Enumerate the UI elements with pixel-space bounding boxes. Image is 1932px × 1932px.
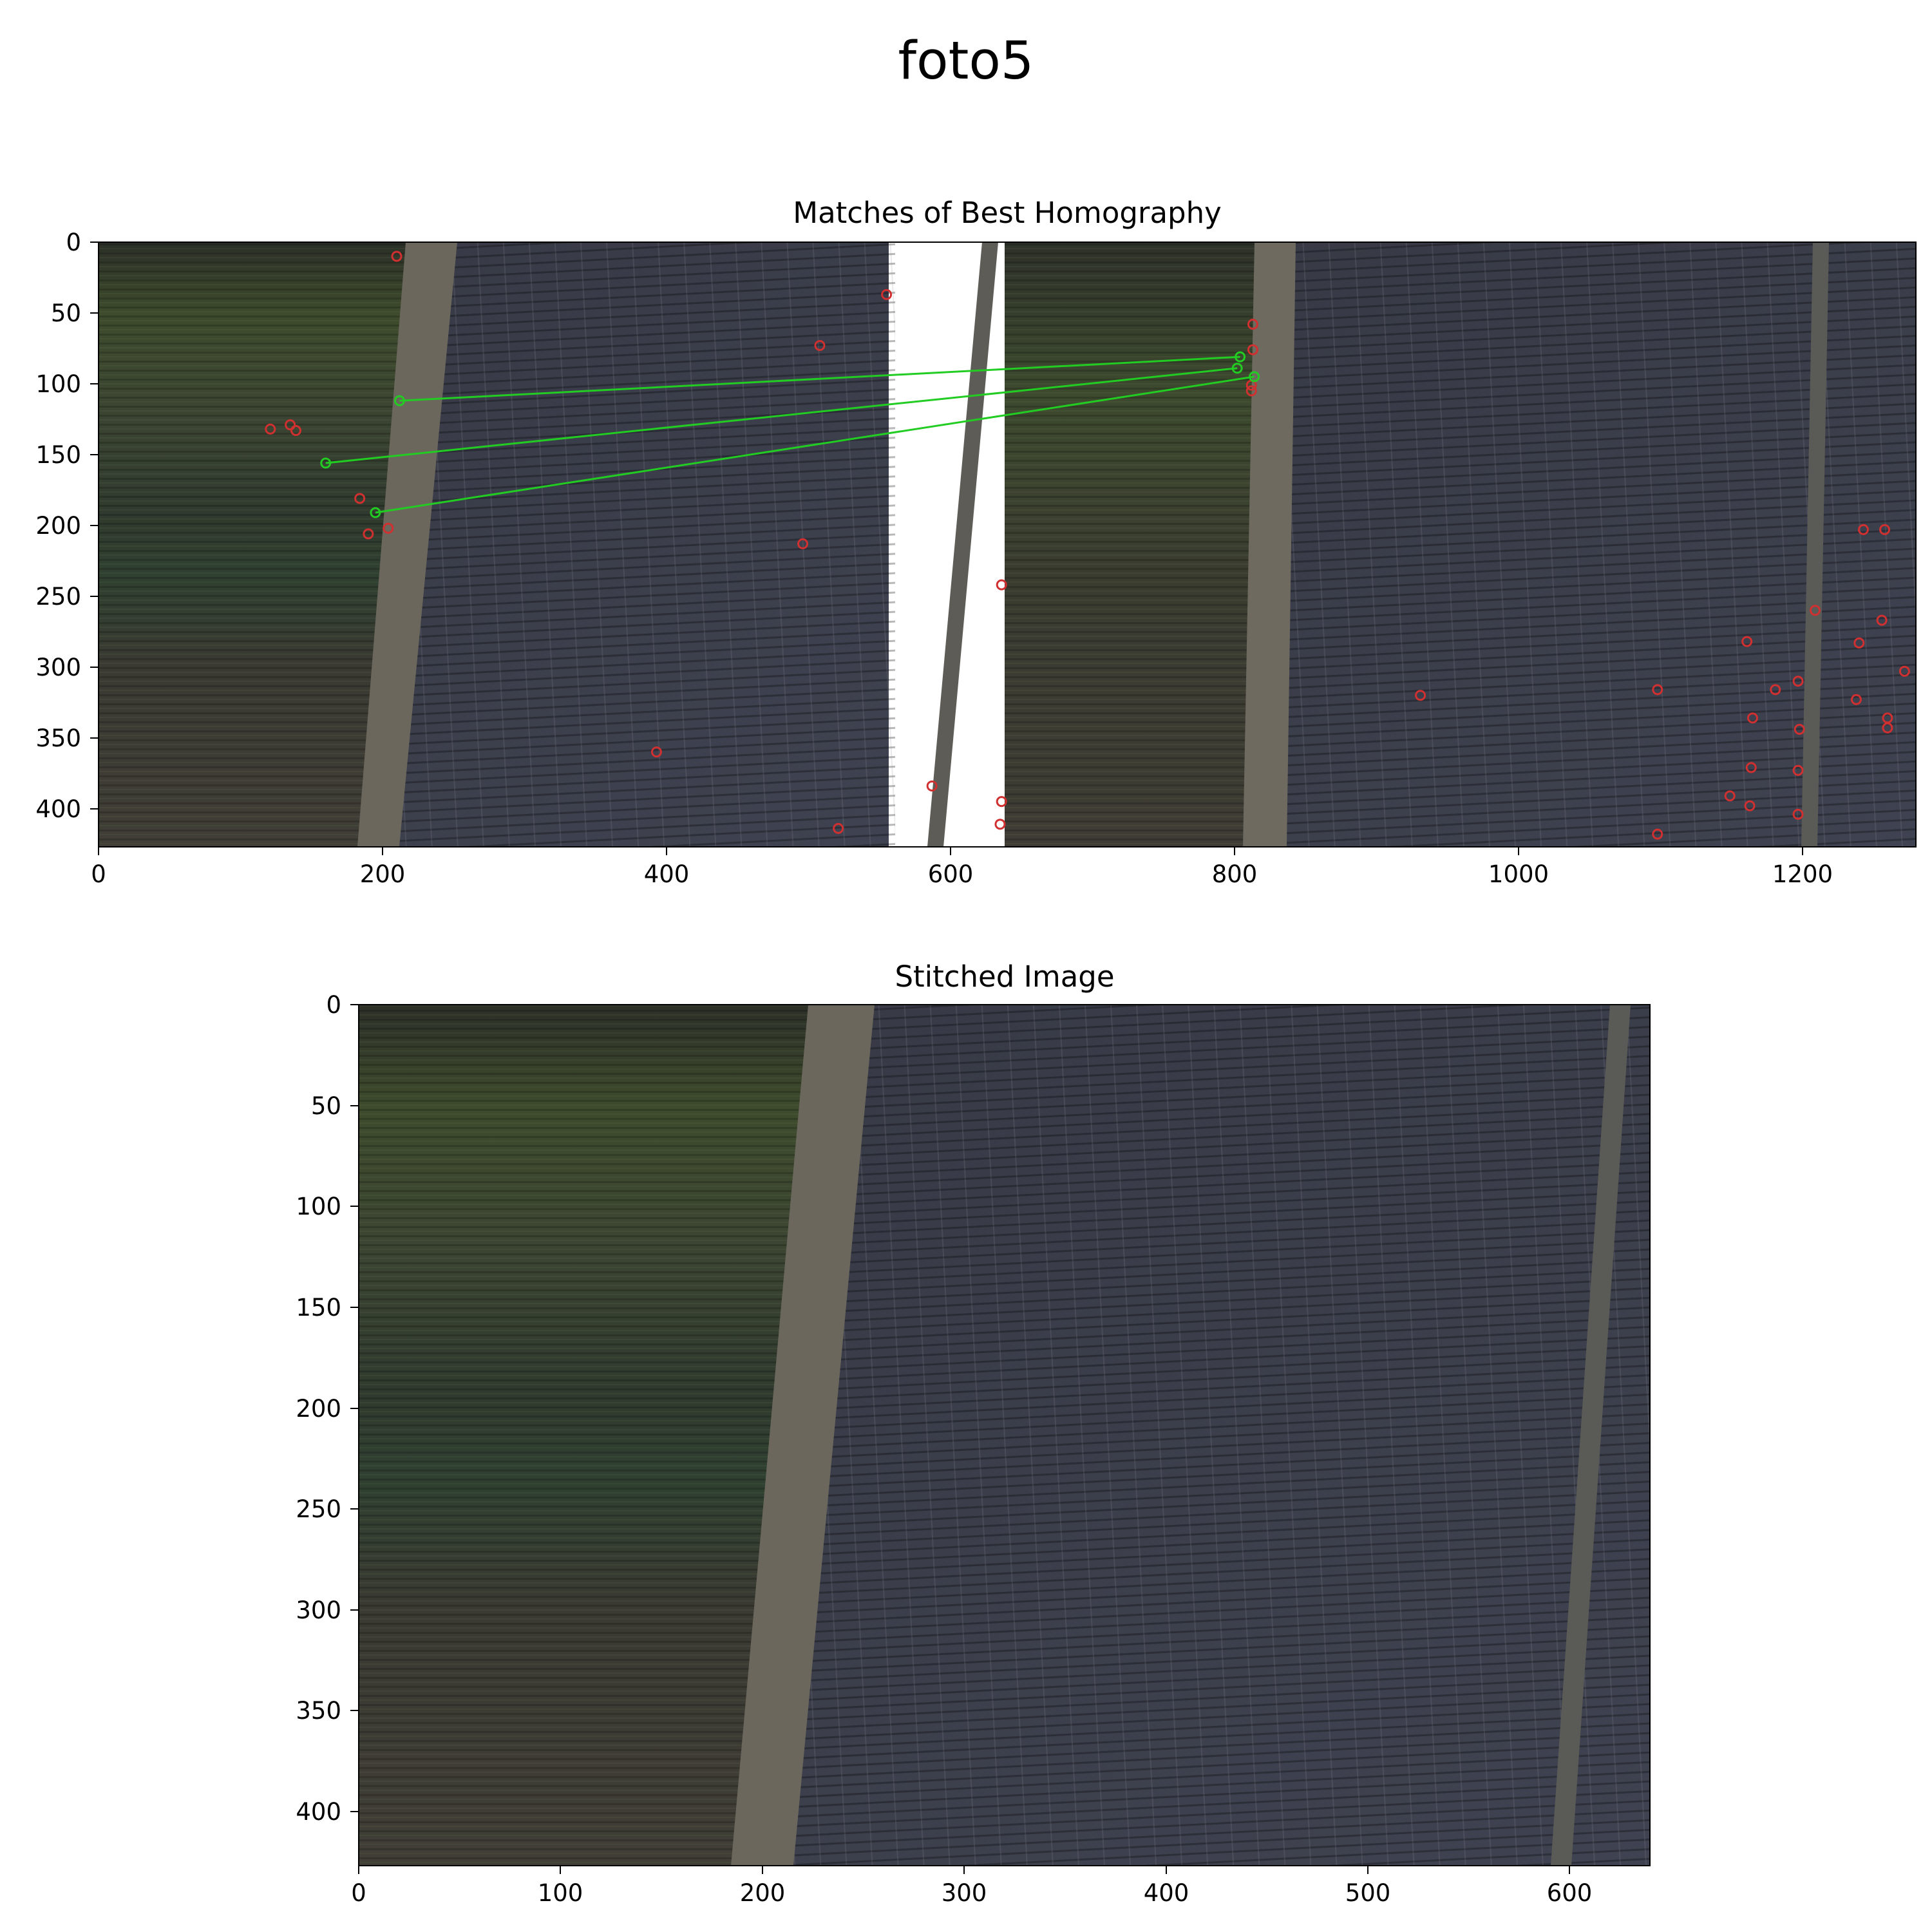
axes-matches: Matches of Best Homography: [35, 196, 1917, 888]
stitched-photo: [359, 1005, 1650, 1866]
outlier-keypoint: [1770, 684, 1781, 696]
inlier-keypoint: [320, 457, 332, 469]
inlier-keypoint: [393, 395, 405, 406]
x-axis-stitched: [358, 1866, 1570, 1874]
outlier-keypoint: [1853, 637, 1865, 649]
y-tick-label: 150: [296, 1294, 341, 1321]
outlier-keypoint: [1882, 722, 1893, 734]
outlier-keypoint: [1247, 344, 1258, 355]
axes-stitched: Stitched Image 0 100 200 300 400 500 600: [296, 960, 1651, 1907]
outlier-keypoint: [1652, 684, 1663, 696]
outlier-keypoint: [1850, 694, 1862, 705]
outlier-keypoint: [1741, 636, 1753, 647]
x-tick-label: 600: [928, 860, 974, 888]
outlier-keypoint: [994, 819, 1006, 830]
y-tick-label: 150: [35, 441, 81, 469]
outlier-keypoint: [1792, 676, 1804, 687]
axes-title-stitched: Stitched Image: [895, 960, 1114, 994]
outlier-keypoint: [996, 579, 1007, 591]
inlier-match-line: [399, 355, 1240, 402]
outlier-keypoint: [797, 538, 809, 549]
outlier-keypoint: [1809, 605, 1821, 616]
y-tick-label: 300: [296, 1596, 341, 1624]
outlier-keypoint: [1245, 385, 1257, 397]
outlier-keypoint: [650, 746, 662, 758]
y-tick-label: 200: [296, 1395, 341, 1423]
inlier-keypoint: [370, 507, 381, 518]
x-tick-label: 200: [360, 860, 406, 888]
outlier-keypoint: [265, 423, 276, 435]
x-axis-matches: [98, 847, 1803, 855]
figure-title: foto5: [898, 31, 1034, 91]
y-axis-matches: [90, 242, 99, 810]
y-tick-label: 0: [326, 991, 341, 1019]
outlier-keypoint: [285, 419, 296, 431]
y-tick-label: 300: [35, 654, 81, 681]
y-tick-label: 0: [66, 229, 81, 256]
matches-background-photo: [99, 242, 1916, 847]
x-tick-label: 400: [644, 860, 690, 888]
outlier-keypoint: [1744, 800, 1756, 811]
outlier-keypoint: [1794, 723, 1805, 735]
y-tick-label: 250: [296, 1495, 341, 1523]
y-tick-label: 350: [296, 1697, 341, 1725]
x-tick-label: 400: [1144, 1879, 1189, 1907]
outlier-keypoint: [1792, 808, 1804, 820]
outlier-keypoint: [1724, 790, 1736, 802]
outlier-keypoint: [926, 780, 938, 791]
y-tick-label: 200: [35, 512, 81, 540]
outlier-keypoint: [383, 522, 394, 534]
inlier-match-line: [375, 375, 1255, 514]
outlier-keypoint: [1876, 614, 1888, 626]
x-tick-label: 500: [1345, 1879, 1391, 1907]
x-tick-label: 0: [91, 860, 106, 888]
outlier-keypoint: [1879, 524, 1890, 535]
x-tick-label: 100: [538, 1879, 583, 1907]
inlier-match-line: [325, 367, 1238, 464]
outlier-keypoint: [1745, 762, 1757, 773]
outlier-keypoint: [290, 424, 301, 436]
x-tick-label: 1200: [1772, 860, 1833, 888]
x-tick-label: 200: [740, 1879, 786, 1907]
inlier-keypoint: [1231, 363, 1243, 374]
outlier-keypoint: [1792, 764, 1804, 776]
y-tick-label: 350: [35, 724, 81, 752]
outlier-keypoint: [363, 528, 374, 540]
y-tick-label: 100: [35, 370, 81, 398]
x-tick-label: 600: [1547, 1879, 1593, 1907]
x-tick-label: 800: [1212, 860, 1258, 888]
y-tick-label: 100: [296, 1193, 341, 1220]
y-tick-label: 400: [296, 1798, 341, 1826]
outlier-keypoint: [1899, 665, 1910, 677]
outlier-keypoint: [996, 796, 1007, 808]
inlier-keypoint: [1235, 351, 1246, 363]
outlier-keypoint: [833, 822, 844, 834]
outlier-keypoint: [1247, 319, 1258, 330]
axes-title-matches: Matches of Best Homography: [793, 196, 1221, 230]
outlier-keypoint: [881, 289, 893, 300]
matches-plot-area: [265, 251, 1910, 840]
outlier-keypoint: [1415, 690, 1426, 701]
outlier-keypoint: [1652, 828, 1663, 840]
inlier-keypoint: [1249, 371, 1260, 383]
x-tick-label: 300: [942, 1879, 987, 1907]
x-tick-label: 0: [351, 1879, 366, 1907]
outlier-keypoint: [391, 251, 402, 262]
y-tick-label: 250: [35, 583, 81, 611]
outlier-keypoint: [1857, 524, 1869, 535]
outlier-keypoint: [354, 493, 366, 504]
y-tick-label: 400: [35, 795, 81, 823]
outlier-keypoint: [1747, 712, 1758, 724]
axes-frame-stitched: [358, 1004, 1651, 1866]
y-tick-label: 50: [311, 1092, 341, 1120]
outlier-keypoint: [814, 340, 826, 352]
y-axis-stitched: [350, 1004, 359, 1812]
x-tick-label: 1000: [1488, 860, 1549, 888]
axes-frame-matches: [98, 242, 1917, 848]
y-tick-label: 50: [51, 299, 81, 327]
